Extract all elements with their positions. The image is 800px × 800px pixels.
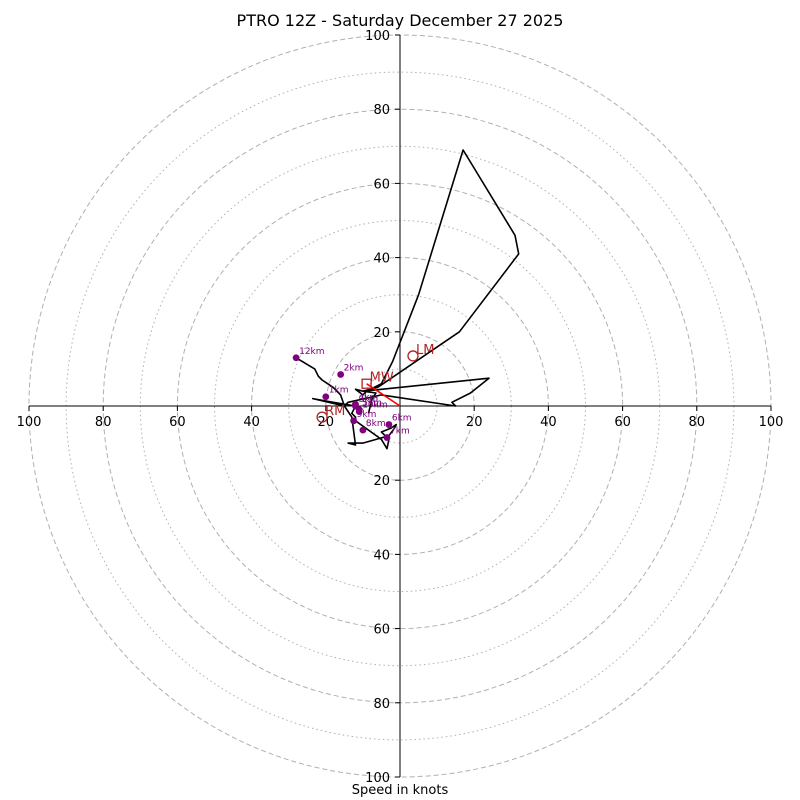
height-point-7km <box>383 434 391 441</box>
height-label-4km: 4km <box>358 393 378 403</box>
y-tick-label: 100 <box>365 771 390 786</box>
height-label-8km: 8km <box>366 419 386 429</box>
height-point-1km <box>322 393 330 401</box>
storm-marker-MW <box>361 378 372 389</box>
x-tick-label: 40 <box>243 415 260 430</box>
x-tick-label: 40 <box>540 415 557 430</box>
y-tick-label: 60 <box>373 623 390 638</box>
y-tick-label: 20 <box>373 326 390 341</box>
y-tick-label: 40 <box>373 548 390 563</box>
height-label-5km: 5km <box>362 399 382 409</box>
tick-labels: 100 80 60 40 20 20 40 60 80 100 100 80 60 40 20 20 40 60 8… <box>17 29 784 786</box>
storm-marker-LM <box>407 350 419 362</box>
height-label-12km: 12km <box>299 347 324 357</box>
x-tick-label: 60 <box>614 415 631 430</box>
height-label-9km: 9km <box>357 410 377 420</box>
height-label-10km: 10km <box>362 401 387 411</box>
hodograph-line <box>295 149 520 450</box>
wind-trace <box>295 149 520 450</box>
x-tick-label: 80 <box>689 415 706 430</box>
x-tick-label: 20 <box>318 415 335 430</box>
storm-motion-markers: LM RM MW <box>316 343 434 423</box>
x-tick-label: 60 <box>169 415 186 430</box>
height-label-7km: 7km <box>390 427 410 437</box>
y-tick-label: 60 <box>373 177 390 192</box>
y-tick-label: 80 <box>373 697 390 712</box>
storm-label-MW: MW <box>370 371 394 386</box>
storm-label-RM: RM <box>325 404 345 419</box>
height-label-1km: 1km <box>329 386 349 396</box>
shear-line <box>366 383 401 407</box>
height-point-4km <box>352 400 359 408</box>
x-axis-label: Speed in knots <box>351 783 449 798</box>
height-point-8km <box>359 426 367 434</box>
y-tick-label: 20 <box>373 474 390 489</box>
chart-title: PTRO 12Z - Saturday December 27 2025 <box>236 11 564 30</box>
x-tick-label: 80 <box>95 415 112 430</box>
height-point-12km <box>292 354 300 362</box>
x-tick-label: 20 <box>466 415 483 430</box>
y-tick-label: 80 <box>373 103 390 118</box>
height-point-2km <box>337 371 345 378</box>
height-label-2km: 2km <box>344 363 364 373</box>
y-tick-label: 40 <box>373 252 390 267</box>
shear-vector <box>366 383 401 407</box>
height-point-10km <box>355 408 363 415</box>
storm-label-LM: LM <box>416 343 434 358</box>
height-label-6km: 6km <box>392 414 412 424</box>
height-point-6km <box>385 421 393 428</box>
y-tick-label: 100 <box>365 29 390 44</box>
storm-marker-RM <box>316 411 328 423</box>
x-tick-label: 100 <box>17 415 42 430</box>
x-tick-label: 100 <box>759 415 784 430</box>
height-point-9km <box>350 417 358 425</box>
height-label-3km: 3km <box>358 395 378 405</box>
